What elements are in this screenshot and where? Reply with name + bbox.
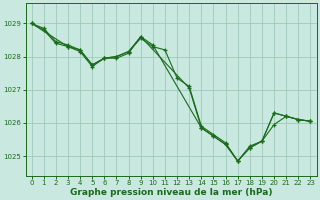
- X-axis label: Graphe pression niveau de la mer (hPa): Graphe pression niveau de la mer (hPa): [70, 188, 272, 197]
